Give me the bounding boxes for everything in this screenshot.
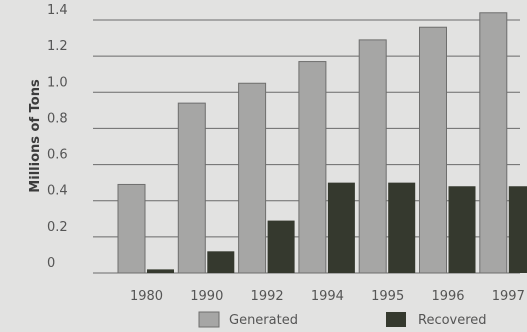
legend-label-recovered: Recovered — [418, 313, 487, 328]
y-tick-label: 0.4 — [47, 184, 68, 199]
legend-swatch-generated — [198, 311, 220, 328]
x-tick-label: 1997 — [492, 289, 525, 304]
bar-recovered — [207, 251, 235, 273]
legend-label-generated: Generated — [229, 313, 298, 328]
bar-recovered — [147, 269, 174, 273]
y-tick-label: 1.0 — [47, 75, 68, 90]
bar-generated — [177, 102, 206, 274]
x-tick-label: 1980 — [130, 289, 163, 304]
bar-generated — [298, 61, 327, 274]
legend: Generated Recovered — [198, 311, 487, 328]
bar-generated — [419, 26, 447, 274]
y-tick-label: 1.4 — [47, 3, 68, 18]
bar-generated — [117, 183, 146, 274]
x-tick-label: 1990 — [190, 289, 223, 304]
bar-generated — [238, 82, 267, 274]
bar-recovered — [267, 220, 295, 273]
bar-generated — [479, 12, 508, 274]
bar-recovered — [508, 186, 527, 273]
x-tick-label: 1994 — [311, 289, 344, 304]
bars — [117, 12, 527, 274]
y-tick-label: 0.2 — [47, 220, 68, 235]
y-tick-label: 0.8 — [47, 111, 68, 126]
x-tick-label: 1995 — [371, 289, 404, 304]
y-tick-label: 0 — [47, 256, 55, 271]
y-axis-label: Millions of Tons — [28, 79, 43, 193]
bar-recovered — [448, 186, 476, 273]
bar-recovered — [327, 182, 355, 273]
y-tick-label: 1.2 — [47, 39, 68, 54]
x-tick-label: 1992 — [251, 289, 284, 304]
bar-recovered — [388, 182, 416, 273]
bar-generated — [358, 39, 387, 274]
x-tick-labels: 1980 1990 1992 1994 1995 1996 1997 — [130, 289, 525, 304]
y-tick-labels: 0 0.2 0.4 0.6 0.8 1.0 1.2 1.4 — [47, 3, 68, 271]
y-tick-label: 0.6 — [47, 148, 68, 163]
legend-swatch-recovered — [386, 312, 406, 327]
x-tick-label: 1996 — [431, 289, 464, 304]
